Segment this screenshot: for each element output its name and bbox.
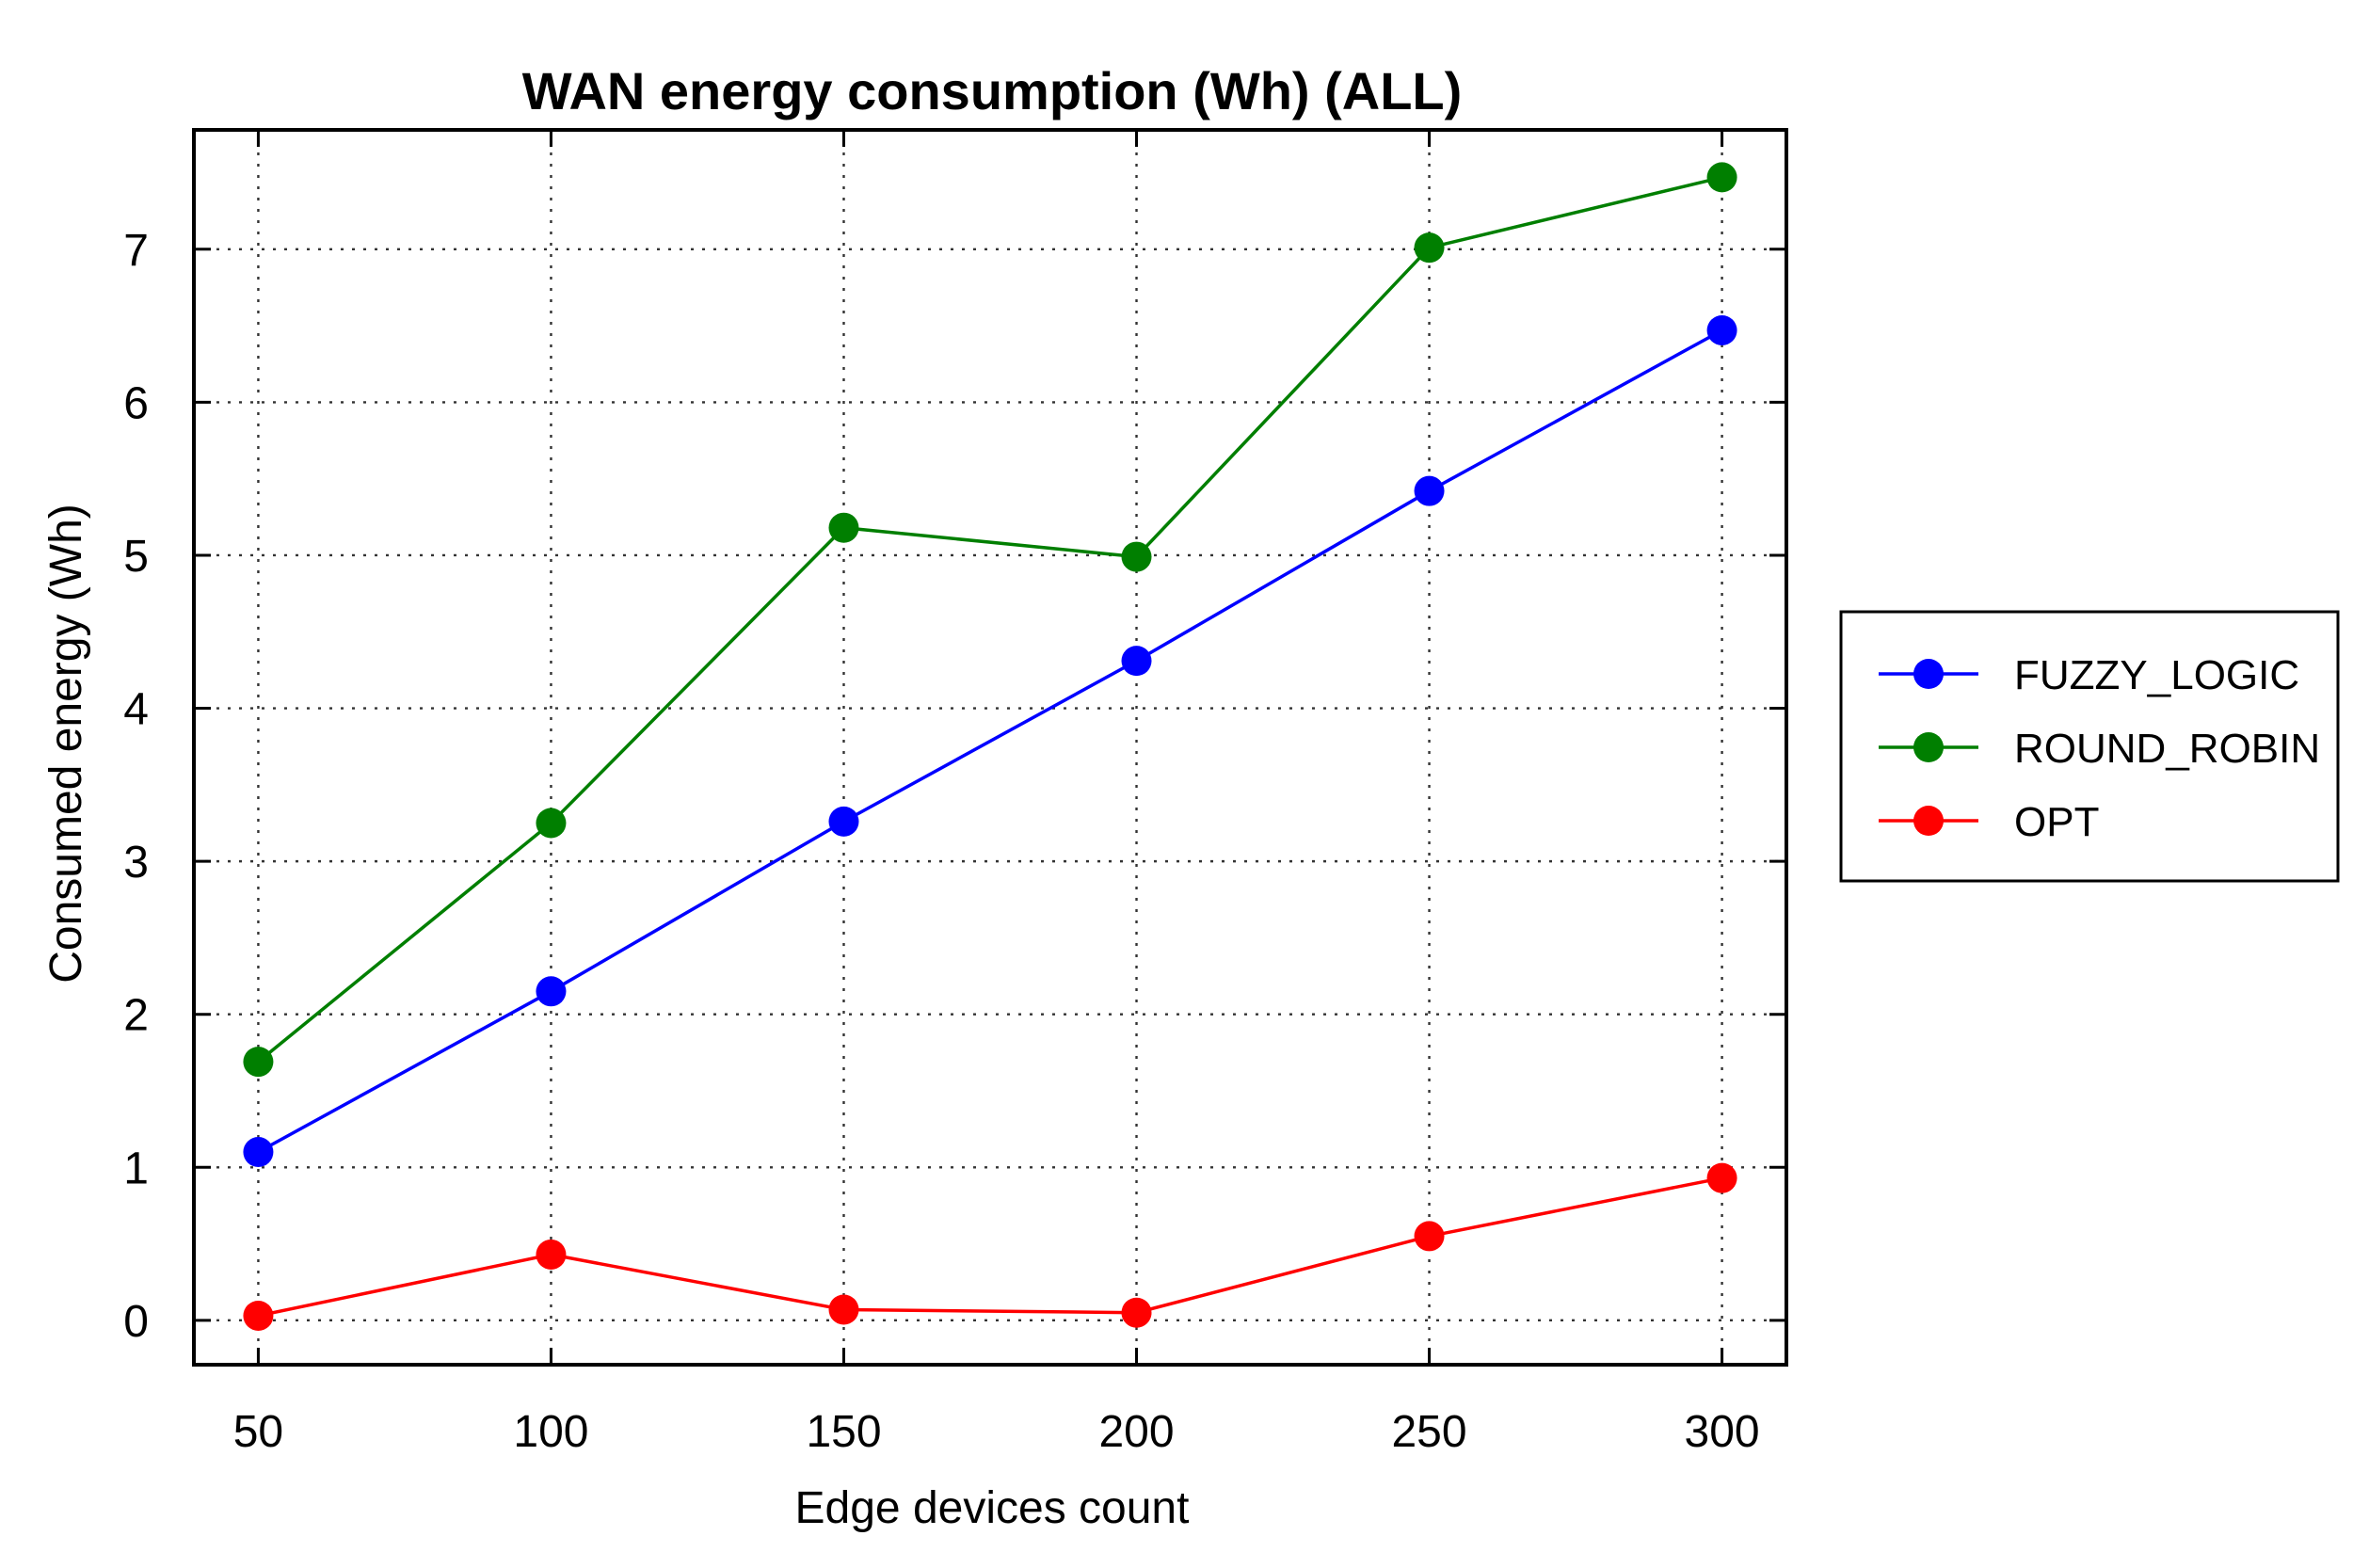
x-tick-label: 250 — [1391, 1407, 1466, 1457]
legend-label: FUZZY_LOGIC — [2014, 652, 2299, 698]
data-point — [1121, 1297, 1152, 1328]
legend-label: OPT — [2014, 799, 2099, 845]
y-tick-label: 1 — [123, 1144, 149, 1193]
y-tick-label: 5 — [123, 532, 149, 582]
plot-area-frame — [192, 128, 1788, 1367]
grid-lines — [194, 130, 1786, 1365]
legend-entry: OPT — [1879, 799, 2099, 845]
legend-marker-swatch — [1913, 732, 1944, 762]
data-point — [243, 1137, 274, 1168]
data-point — [1706, 162, 1737, 193]
data-series — [243, 162, 1737, 1331]
series-2 — [243, 162, 1737, 1078]
data-point — [1121, 646, 1152, 677]
x-tick-label: 150 — [806, 1407, 881, 1457]
y-tick-label: 3 — [123, 838, 149, 888]
legend-marker-swatch — [1913, 806, 1944, 836]
data-point — [1414, 1221, 1445, 1252]
data-point — [1414, 232, 1445, 264]
legend-label: ROUND_ROBIN — [2014, 726, 2320, 772]
x-tick-label: 300 — [1685, 1407, 1760, 1457]
x-tick-label: 50 — [233, 1407, 283, 1457]
series-line — [257, 328, 1723, 1154]
x-tick-label: 100 — [513, 1407, 588, 1457]
x-axis-label: Edge devices count — [795, 1483, 1190, 1533]
data-point — [828, 512, 859, 543]
data-point — [1121, 541, 1152, 572]
y-tick-label: 6 — [123, 378, 149, 428]
data-point — [243, 1300, 274, 1331]
data-point — [536, 1239, 567, 1270]
y-tick-label: 4 — [123, 685, 149, 735]
data-point — [828, 806, 859, 837]
series-1 — [243, 314, 1737, 1168]
data-point — [1414, 475, 1445, 506]
legend: FUZZY_LOGIC ROUND_ROBIN OPT — [1839, 610, 2340, 883]
y-tick-label: 7 — [123, 226, 149, 276]
x-axis-tick-labels: 50 100 150 200 250 300 — [233, 1407, 1760, 1457]
series-line — [257, 175, 1722, 1064]
data-point — [243, 1047, 274, 1078]
data-point — [1706, 1162, 1737, 1193]
series-line — [258, 1176, 1722, 1318]
data-point — [536, 976, 567, 1007]
legend-entry: FUZZY_LOGIC — [1879, 652, 2299, 698]
axis-ticks — [194, 130, 1786, 1365]
data-point — [1706, 314, 1737, 345]
y-axis-label: Consumed energy (Wh) — [41, 504, 91, 984]
y-axis-tick-labels: 0 1 2 3 4 5 6 7 — [123, 226, 149, 1347]
legend-entry: ROUND_ROBIN — [1879, 726, 2320, 772]
data-point — [828, 1294, 859, 1325]
legend-marker-swatch — [1913, 659, 1944, 689]
y-tick-label: 0 — [123, 1297, 149, 1347]
x-tick-label: 200 — [1098, 1407, 1174, 1457]
chart-title: WAN energy consumption (Wh) (ALL) — [522, 61, 1463, 120]
series-3 — [243, 1162, 1737, 1331]
data-point — [536, 808, 567, 839]
y-tick-label: 2 — [123, 991, 149, 1041]
